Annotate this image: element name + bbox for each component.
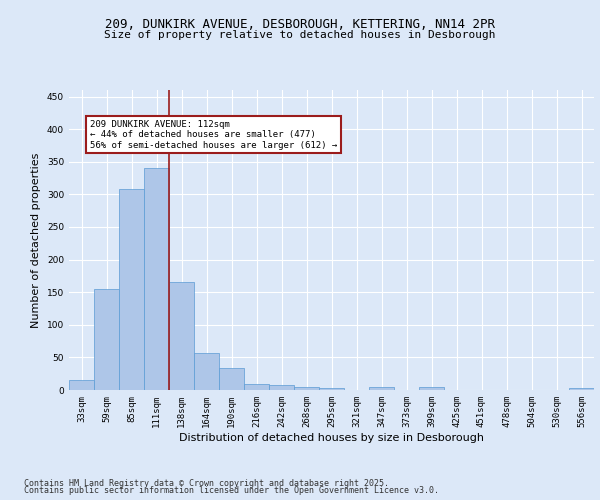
Bar [319, 388, 344, 390]
Bar [244, 384, 269, 390]
Bar [144, 168, 169, 390]
Bar [169, 282, 194, 390]
Text: Size of property relative to detached houses in Desborough: Size of property relative to detached ho… [104, 30, 496, 40]
Y-axis label: Number of detached properties: Number of detached properties [31, 152, 41, 328]
Text: Contains HM Land Registry data © Crown copyright and database right 2025.: Contains HM Land Registry data © Crown c… [24, 478, 389, 488]
Bar [569, 388, 594, 390]
Bar [69, 380, 94, 390]
X-axis label: Distribution of detached houses by size in Desborough: Distribution of detached houses by size … [179, 432, 484, 442]
Bar [369, 388, 394, 390]
Text: 209 DUNKIRK AVENUE: 112sqm
← 44% of detached houses are smaller (477)
56% of sem: 209 DUNKIRK AVENUE: 112sqm ← 44% of deta… [90, 120, 337, 150]
Bar [419, 386, 444, 390]
Bar [269, 386, 294, 390]
Bar [219, 368, 244, 390]
Bar [294, 386, 319, 390]
Bar [194, 353, 219, 390]
Text: Contains public sector information licensed under the Open Government Licence v3: Contains public sector information licen… [24, 486, 439, 495]
Bar [94, 289, 119, 390]
Text: 209, DUNKIRK AVENUE, DESBOROUGH, KETTERING, NN14 2PR: 209, DUNKIRK AVENUE, DESBOROUGH, KETTERI… [105, 18, 495, 30]
Bar [119, 189, 144, 390]
